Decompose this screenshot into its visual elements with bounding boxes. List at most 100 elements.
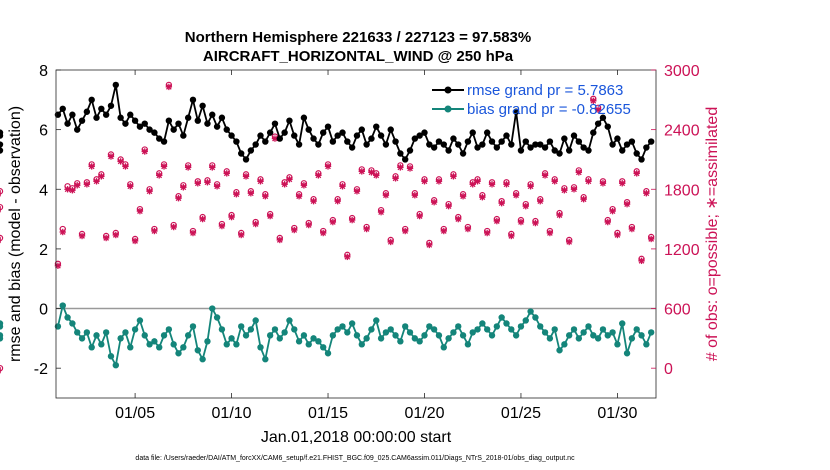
bias-data-point — [204, 338, 211, 345]
obs-assimilated-marker — [339, 183, 346, 190]
bias-data-point — [310, 335, 317, 342]
obs-assimilated-marker — [517, 218, 525, 226]
rmse-data-point — [368, 135, 375, 142]
obs-assimilated-marker — [430, 198, 438, 206]
obs-assimilated-marker — [223, 170, 230, 177]
bias-data-point — [508, 326, 515, 333]
bias-data-point — [358, 341, 365, 348]
rmse-data-point — [488, 138, 496, 145]
obs-assimilated-marker — [184, 164, 192, 171]
obs-assimilated-marker — [218, 222, 226, 230]
rmse-data-point — [175, 120, 182, 127]
rmse-data-point — [546, 138, 554, 145]
rmse-data-point — [199, 102, 206, 109]
bias-data-point — [421, 332, 428, 339]
bias-data-point — [599, 326, 607, 333]
rmse-data-point — [247, 147, 255, 154]
x-axis-tick-label: 01/25 — [501, 405, 541, 422]
bias-data-point — [561, 341, 568, 348]
obs-assimilated-marker — [160, 163, 168, 170]
rmse-data-point — [131, 117, 139, 124]
obs-assimilated-marker — [271, 135, 279, 142]
rmse-data-point — [271, 120, 279, 127]
obs-assimilated-marker — [575, 169, 583, 176]
bias-data-point — [315, 338, 322, 345]
obs-assimilated-marker — [590, 97, 597, 105]
obs-assimilated-marker — [334, 198, 341, 205]
rmse-data-point — [508, 141, 515, 148]
obs-assimilated-marker — [315, 172, 322, 179]
bias-data-point — [546, 335, 554, 342]
obs-assimilated-marker — [83, 181, 91, 188]
bias-data-point — [98, 341, 105, 348]
rmse-data-point — [517, 147, 525, 154]
bias-data-point — [483, 326, 491, 333]
rmse-data-point — [469, 129, 476, 136]
bias-data-point — [112, 362, 120, 369]
obs-assimilated-marker — [88, 163, 95, 170]
rmse-data-point — [117, 114, 124, 121]
rmse-data-point — [170, 126, 177, 133]
obs-assimilated-marker — [406, 165, 414, 172]
obs-assimilated-marker — [266, 212, 274, 220]
obs-assimilated-marker — [329, 218, 337, 226]
rmse-data-point — [411, 135, 419, 142]
rmse-data-point — [633, 150, 640, 157]
bias-data-point — [329, 332, 337, 339]
bias-data-point — [628, 335, 636, 342]
obs-assimilated-marker — [213, 183, 221, 190]
obs-assimilated-marker — [532, 219, 539, 227]
bias-data-point — [614, 341, 621, 348]
obs-assimilated-marker — [295, 193, 303, 200]
obs-assimilated-marker — [599, 180, 607, 187]
bias-data-point — [74, 329, 81, 336]
obs-assimilated-marker — [614, 231, 621, 239]
rmse-data-point — [358, 126, 365, 133]
bias-data-point — [570, 326, 578, 333]
bias-data-point — [387, 326, 394, 333]
bias-data-point — [580, 329, 587, 336]
bias-data-point — [348, 320, 356, 327]
left-axis-label: rmse and bias (model - observation) — [7, 106, 24, 362]
bias-data-point — [401, 323, 409, 330]
bias-data-point — [64, 314, 71, 321]
rmse-data-point — [401, 156, 409, 163]
rmse-data-point — [242, 156, 250, 163]
obs-assimilated-marker — [175, 195, 182, 202]
bias-data-point — [69, 320, 76, 327]
bias-data-point — [522, 317, 529, 324]
rmse-data-point — [348, 144, 356, 151]
rmse-data-point — [623, 141, 631, 148]
bias-data-point — [238, 323, 245, 330]
rmse-data-point — [541, 144, 549, 151]
bias-data-point — [493, 323, 501, 330]
bias-data-point — [266, 332, 274, 339]
rmse-data-point — [532, 141, 539, 148]
bias-data-point — [344, 329, 351, 336]
obs-possible-marker — [0, 364, 4, 372]
obs-assimilated-marker — [397, 164, 404, 171]
x-axis-tick-label: 01/05 — [115, 405, 155, 422]
obs-assimilated-marker — [435, 178, 443, 185]
bias-data-point — [189, 323, 197, 330]
obs-assimilated-marker — [594, 106, 602, 113]
bias-data-point — [440, 344, 447, 351]
bias-data-point — [397, 338, 404, 345]
obs-assimilated-marker — [561, 187, 568, 194]
obs-assimilated-marker — [479, 194, 486, 201]
obs-assimilated-marker — [165, 83, 173, 91]
rmse-data-point — [281, 129, 288, 136]
rmse-data-point — [604, 123, 611, 130]
bias-data-point — [83, 329, 91, 336]
left-axis-tick-label: 0 — [39, 302, 48, 319]
obs-assimilated-marker — [358, 168, 365, 175]
obs-assimilated-marker — [488, 181, 496, 188]
chart-title-line1: Northern Hemisphere 221633 / 227123 = 97… — [185, 29, 531, 46]
bias-data-point — [88, 344, 95, 351]
rmse-data-point — [430, 144, 438, 151]
rmse-data-point — [406, 147, 414, 154]
rmse-data-point — [628, 138, 636, 145]
bias-data-point — [551, 326, 558, 333]
obs-assimilated-marker — [353, 188, 361, 195]
rmse-data-point — [426, 141, 433, 148]
